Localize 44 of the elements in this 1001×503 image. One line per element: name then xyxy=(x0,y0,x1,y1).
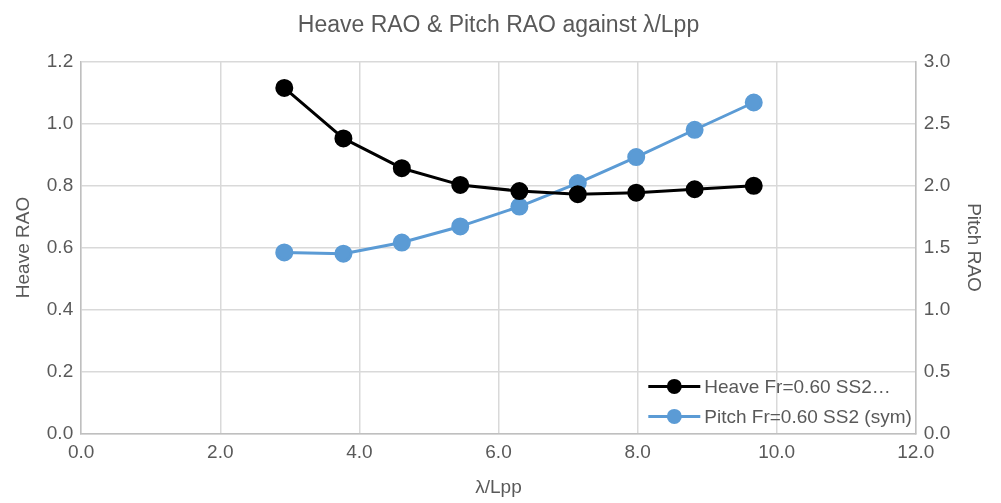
point xyxy=(685,120,704,139)
point xyxy=(392,233,411,252)
point xyxy=(510,182,529,201)
x-tick-label: 10.0 xyxy=(758,441,796,463)
point xyxy=(510,197,529,216)
x-tick-label: 12.0 xyxy=(897,441,935,463)
legend-label: Heave Fr=0.60 SS2… xyxy=(704,375,891,397)
point xyxy=(392,159,411,178)
y-tick-label: 0.2 xyxy=(46,359,74,381)
x-tick-label: 6.0 xyxy=(485,441,512,463)
y-tick-label: 1.2 xyxy=(46,49,74,71)
y2-tick-label: 1.0 xyxy=(923,297,951,319)
y2-tick-label: 1.5 xyxy=(923,235,951,257)
point xyxy=(568,185,587,204)
point xyxy=(334,129,353,148)
chart-title: Heave RAO & Pitch RAO against λ/Lpp xyxy=(297,11,700,38)
legend-label: Pitch Fr=0.60 SS2 (sym) xyxy=(704,405,912,427)
point xyxy=(451,217,470,236)
y-tick-label: 0.0 xyxy=(46,421,74,443)
y2-tick-label: 2.0 xyxy=(923,173,951,195)
x-tick-label: 8.0 xyxy=(624,441,651,463)
point xyxy=(744,176,763,195)
x-axis-title: λ/Lpp xyxy=(475,475,522,497)
y-axis-title: Heave RAO xyxy=(11,196,33,299)
y-tick-label: 1.0 xyxy=(46,111,74,133)
y2-tick-label: 0.5 xyxy=(923,359,951,381)
y-tick-label: 0.6 xyxy=(46,235,74,257)
y-tick-label: 0.8 xyxy=(46,173,74,195)
y2-tick-label: 2.5 xyxy=(923,111,951,133)
point xyxy=(334,244,353,263)
x-tick-label: 4.0 xyxy=(346,441,373,463)
point xyxy=(744,93,763,112)
y2-tick-label: 3.0 xyxy=(923,49,951,71)
point xyxy=(685,180,704,199)
point xyxy=(275,78,294,97)
x-tick-label: 2.0 xyxy=(207,441,234,463)
y2-tick-label: 0.0 xyxy=(923,421,951,443)
y2-axis-title: Pitch RAO xyxy=(964,203,986,292)
y-tick-label: 0.4 xyxy=(46,297,74,319)
point xyxy=(627,183,646,202)
point xyxy=(451,175,470,194)
point xyxy=(275,243,294,262)
x-tick-label: 0.0 xyxy=(68,441,95,463)
point xyxy=(627,148,646,167)
